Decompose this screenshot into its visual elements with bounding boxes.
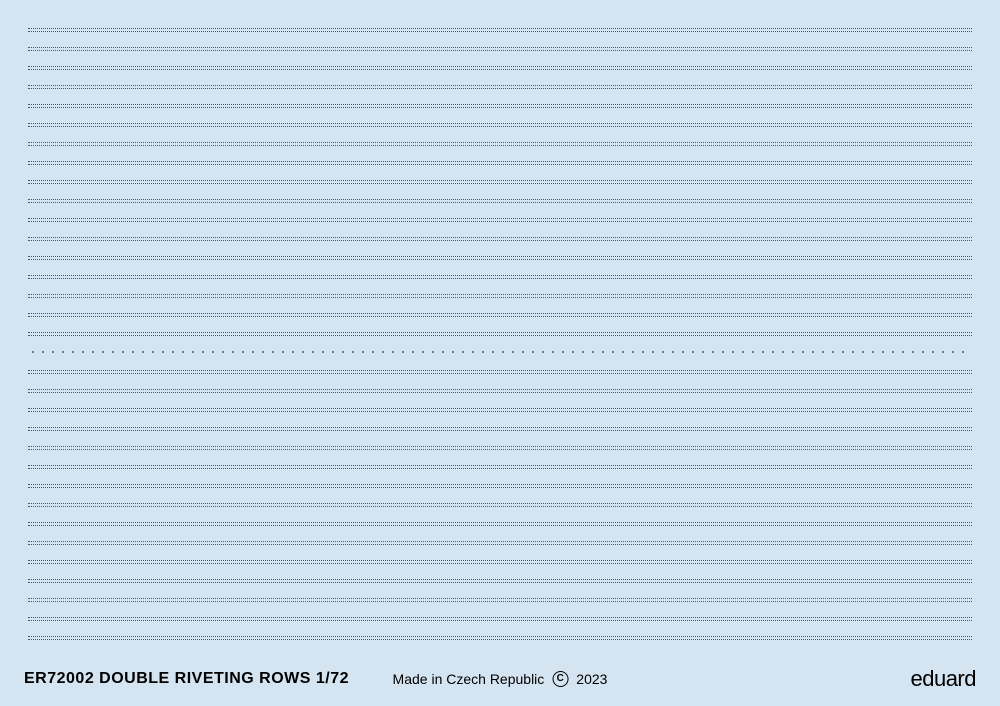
manufacture-info: Made in Czech Republic C 2023 [393,671,608,687]
made-in-label: Made in Czech Republic [393,671,545,687]
rivet-row [28,142,972,146]
rivet-row [28,617,972,621]
rivet-row [28,427,972,431]
rivet-row [28,104,972,108]
rivet-row [28,275,972,279]
rivet-row [28,199,972,203]
copyright-icon: C [552,671,568,687]
product-name: DOUBLE RIVETING ROWS [99,670,311,687]
rivet-row [28,560,972,564]
rivet-row [28,408,972,412]
rivet-row [28,123,972,127]
product-scale: 1/72 [316,670,349,687]
rivet-row [28,294,972,298]
copyright-year: 2023 [576,671,607,687]
product-label: ER72002 DOUBLE RIVETING ROWS 1/72 [24,670,349,688]
rivet-row [28,66,972,70]
brand-logo: eduard [910,666,976,692]
rivet-row [28,503,972,507]
rivet-row [28,332,972,336]
rivet-row [28,85,972,89]
product-code: ER72002 [24,670,94,687]
rivet-row [28,161,972,165]
rivet-row [28,579,972,583]
rivet-row [28,446,972,450]
rivet-row [28,256,972,260]
decal-sheet: ER72002 DOUBLE RIVETING ROWS 1/72 Made i… [0,0,1000,706]
rivet-row [28,598,972,602]
rivet-row [28,313,972,317]
rivet-row [28,636,972,640]
rivet-row [28,541,972,545]
rivet-row [28,389,972,393]
rivet-row [28,237,972,241]
rivet-lines-container [28,28,972,644]
rivet-row-sparse [28,351,972,353]
rivet-row [28,465,972,469]
rivet-row [28,522,972,526]
rivet-row [28,370,972,374]
rivet-row [28,484,972,488]
footer: ER72002 DOUBLE RIVETING ROWS 1/72 Made i… [0,664,1000,694]
rivet-row [28,180,972,184]
rivet-row [28,28,972,32]
rivet-row [28,218,972,222]
rivet-row [28,47,972,51]
